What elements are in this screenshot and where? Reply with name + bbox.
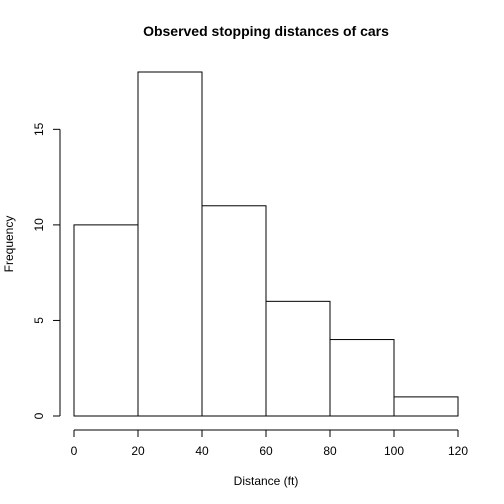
x-tick-label-0: 0	[71, 444, 78, 458]
y-tick-label-0: 0	[32, 412, 46, 419]
y-tick-label-2: 10	[32, 218, 46, 232]
histogram-bar-0	[73, 224, 139, 417]
x-tick-label-4: 80	[323, 444, 337, 458]
bars-group	[73, 71, 459, 417]
y-axis: 0 5 10 15	[32, 122, 61, 419]
x-tick-label-5: 100	[384, 444, 404, 458]
histogram-bar-4	[329, 339, 395, 417]
histogram-bar-2	[201, 205, 267, 417]
x-tick-label-3: 60	[259, 444, 273, 458]
y-tick-label-3: 15	[32, 122, 46, 136]
histogram-bar-5	[393, 396, 459, 417]
x-tick-label-1: 20	[131, 444, 145, 458]
x-axis-label: Distance (ft)	[234, 474, 299, 488]
histogram-bar-3	[265, 300, 331, 417]
y-axis-label: Frequency	[2, 216, 16, 273]
histogram-bar-1	[137, 71, 203, 417]
x-axis: 0 20 40 60 80 100 120	[71, 429, 468, 458]
chart-title: Observed stopping distances of cars	[143, 23, 389, 39]
y-tick-label-1: 5	[32, 317, 46, 324]
x-tick-label-2: 40	[195, 444, 209, 458]
x-tick-label-6: 120	[448, 444, 468, 458]
